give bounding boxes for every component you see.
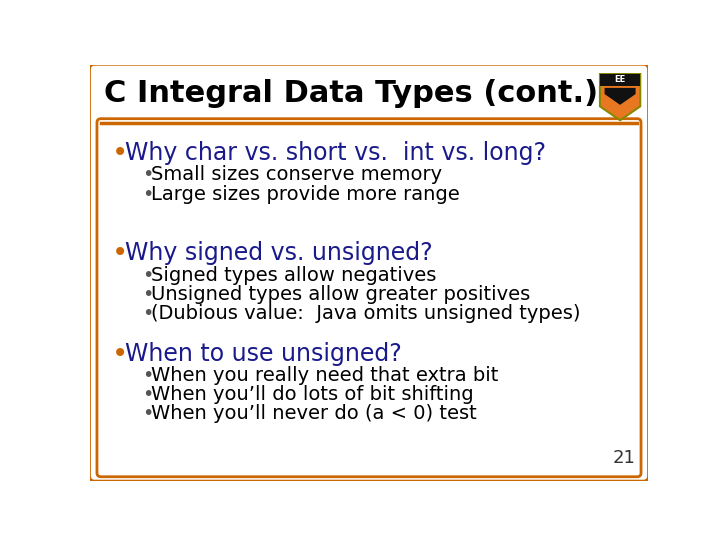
Text: Large sizes provide more range: Large sizes provide more range (151, 185, 460, 204)
Text: •: • (142, 304, 153, 323)
Text: When you really need that extra bit: When you really need that extra bit (151, 366, 498, 384)
Text: •: • (142, 366, 153, 384)
Text: •: • (142, 285, 153, 304)
Text: (Dubious value:  Java omits unsigned types): (Dubious value: Java omits unsigned type… (151, 304, 581, 323)
Polygon shape (600, 74, 640, 86)
Text: •: • (142, 185, 153, 204)
Text: Signed types allow negatives: Signed types allow negatives (151, 266, 436, 285)
Text: •: • (142, 385, 153, 404)
FancyBboxPatch shape (89, 63, 649, 482)
Text: •: • (142, 404, 153, 423)
Text: •: • (142, 165, 153, 185)
Text: C Integral Data Types (cont.): C Integral Data Types (cont.) (104, 79, 598, 108)
Text: When to use unsigned?: When to use unsigned? (125, 342, 402, 366)
Text: 21: 21 (613, 449, 636, 467)
Text: Why char vs. short vs.  int vs. long?: Why char vs. short vs. int vs. long? (125, 141, 546, 165)
Text: When you’ll never do (a < 0) test: When you’ll never do (a < 0) test (151, 404, 477, 423)
Text: •: • (112, 239, 128, 267)
Polygon shape (605, 88, 636, 105)
Text: EE: EE (614, 75, 626, 84)
Polygon shape (600, 74, 640, 120)
Text: •: • (142, 266, 153, 285)
Text: Small sizes conserve memory: Small sizes conserve memory (151, 165, 442, 185)
Text: •: • (112, 340, 128, 368)
Text: Why signed vs. unsigned?: Why signed vs. unsigned? (125, 241, 433, 266)
Text: When you’ll do lots of bit shifting: When you’ll do lots of bit shifting (151, 385, 474, 404)
Text: Unsigned types allow greater positives: Unsigned types allow greater positives (151, 285, 531, 304)
Text: •: • (112, 139, 128, 167)
FancyBboxPatch shape (97, 119, 641, 477)
